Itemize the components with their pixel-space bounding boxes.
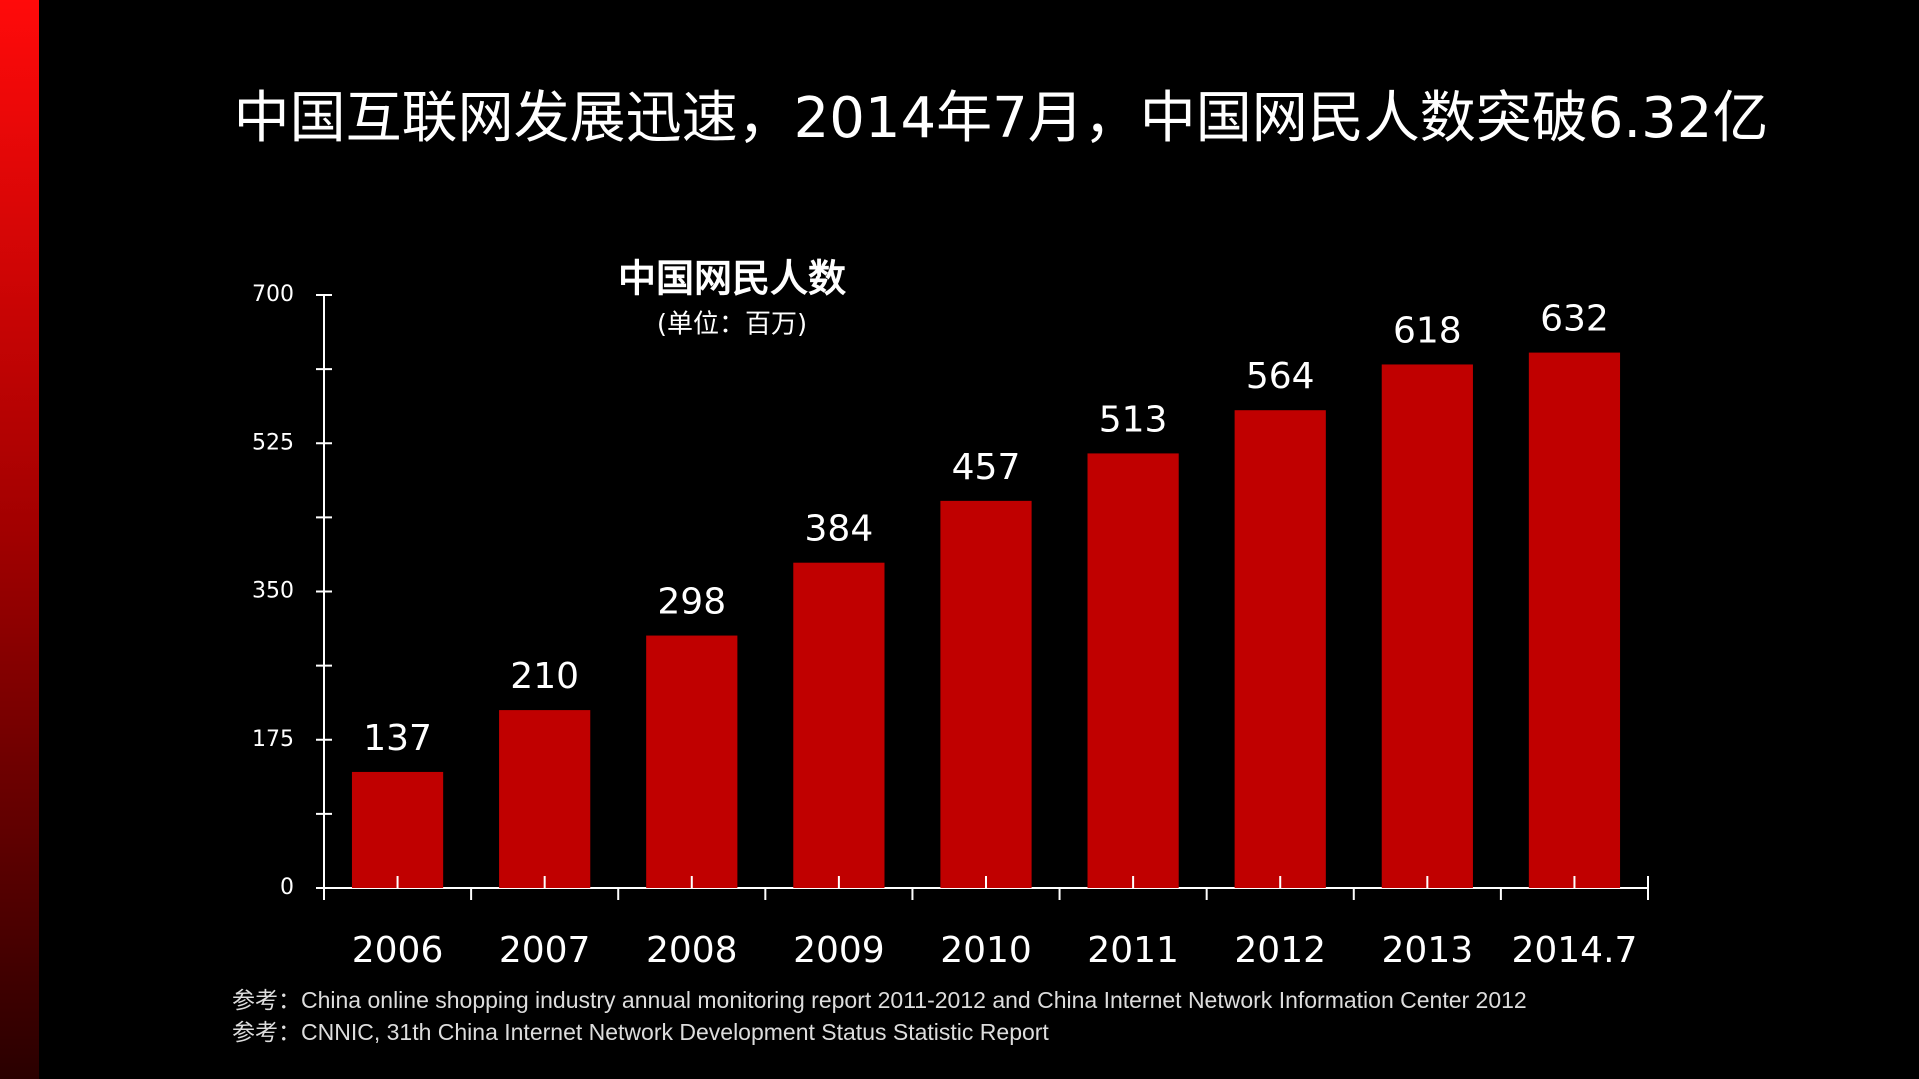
x-tick-label: 2013	[1382, 930, 1474, 971]
x-tick-label: 2008	[646, 930, 738, 971]
bar	[940, 500, 1032, 888]
x-tick-label: 2009	[793, 930, 885, 971]
value-label: 210	[510, 656, 579, 697]
y-tick-label: 0	[280, 875, 294, 900]
bar	[499, 710, 591, 888]
value-label: 618	[1393, 310, 1462, 351]
x-tick-label: 2012	[1234, 930, 1326, 971]
value-label: 384	[805, 509, 874, 550]
x-tick-label: 2011	[1087, 930, 1179, 971]
value-label: 564	[1246, 356, 1315, 397]
x-tick-label: 2006	[352, 930, 444, 971]
y-tick-label: 175	[252, 727, 294, 752]
y-tick-label: 700	[252, 282, 294, 307]
chart-title: 中国互联网发展迅速，2014年7月，中国网民人数突破6.32亿	[234, 86, 1769, 151]
y-tick-label: 525	[252, 430, 294, 455]
side-strip	[0, 0, 39, 1079]
value-label: 513	[1099, 399, 1168, 440]
value-label: 457	[952, 447, 1021, 488]
unit-label: (单位：百万)	[657, 310, 807, 340]
note: 参考：CNNIC, 31th China Internet Network De…	[232, 1019, 1049, 1045]
x-tick-label: 2010	[940, 930, 1032, 971]
bar	[793, 562, 885, 888]
bar	[351, 771, 444, 888]
bar	[1234, 410, 1326, 888]
value-label: 298	[657, 582, 726, 623]
y-tick-label: 350	[252, 579, 294, 604]
x-tick-label: 2014.7	[1511, 930, 1637, 971]
bar	[646, 635, 738, 888]
value-label: 632	[1540, 299, 1609, 340]
note: 参考：China online shopping industry annual…	[232, 987, 1527, 1013]
chart-subtitle: 中国网民人数	[618, 257, 846, 301]
bar	[1528, 352, 1621, 888]
bar	[1381, 364, 1473, 889]
x-tick-label: 2007	[499, 930, 591, 971]
bar	[1087, 453, 1179, 888]
value-label: 137	[363, 718, 432, 759]
